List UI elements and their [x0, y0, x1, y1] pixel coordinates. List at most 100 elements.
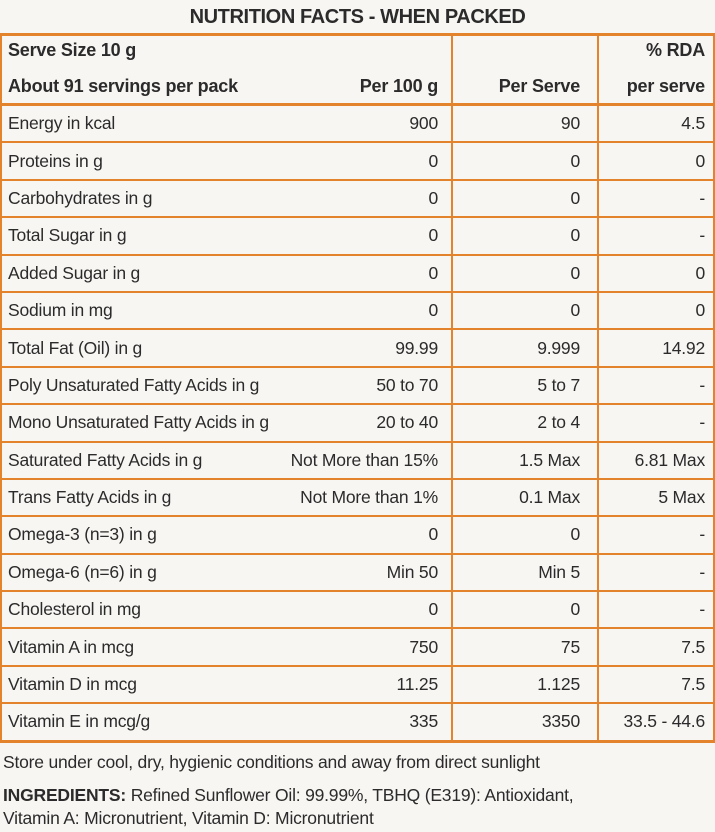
table-row-total-sugar: Total Sugar in g 0 0 -: [2, 216, 713, 254]
per-100g-value: Not More than 1%: [300, 487, 438, 508]
per-serve-value: Min 5: [451, 554, 597, 591]
nutrient-label: Poly Unsaturated Fatty Acids in g: [8, 374, 260, 395]
rda-value: 5 Max: [597, 479, 713, 516]
per-100g-value: 0: [428, 524, 438, 545]
table-row-mono-unsaturated: Mono Unsaturated Fatty Acids in g 20 to 4…: [2, 403, 713, 441]
per-100g-value: 0: [428, 187, 438, 208]
per-serve-value: 0: [451, 592, 597, 628]
rda-value: -: [597, 517, 713, 553]
per-serve-value: 0: [451, 143, 597, 179]
rda-value: -: [597, 218, 713, 254]
per-100g-value: Not More than 15%: [290, 449, 439, 470]
per-serve-value: 0: [451, 292, 597, 329]
per-100g-value: 0: [428, 150, 438, 171]
rda-value: 7.5: [597, 666, 713, 703]
per-serve-value: 0: [451, 180, 597, 217]
nutrient-label: Carbohydrates in g: [8, 187, 153, 208]
col-header-per-serve: Per Serve: [498, 76, 580, 96]
per-serve-value: 0: [451, 517, 597, 553]
rda-value: 4.5: [597, 106, 713, 142]
nutrient-label: Omega-3 (n=3) in g: [8, 524, 157, 545]
table-row-vitamin-a: Vitamin A in mcg 750 75 7.5: [2, 627, 713, 665]
table-row-proteins: Proteins in g 0 0 0: [2, 141, 713, 179]
per-100g-value: 0: [428, 225, 438, 246]
per-serve-value: 1.5 Max: [451, 442, 597, 478]
per-100g-value: 20 to 40: [376, 412, 438, 433]
per-serve-value: 2 to 4: [451, 405, 597, 441]
per-100g-value: 900: [409, 113, 438, 134]
ingredients-line1: Refined Sunflower Oil: 99.99%, TBHQ (E31…: [130, 784, 574, 805]
rda-value: 14.92: [597, 330, 713, 366]
per-serve-value: 0: [451, 255, 597, 291]
table-row-sodium: Sodium in mg 0 0 0: [2, 290, 713, 329]
per-serve-value: 0: [451, 218, 597, 254]
nutrient-label: Cholesterol in mg: [8, 599, 141, 620]
rda-value: -: [597, 180, 713, 217]
storage-instructions: Store under cool, dry, hygienic conditio…: [3, 751, 540, 772]
nutrient-label: Added Sugar in g: [8, 262, 141, 283]
nutrient-label: Vitamin E in mcg/g: [8, 711, 150, 732]
nutrient-label: Total Sugar in g: [8, 225, 127, 246]
rda-value: -: [597, 367, 713, 404]
nutrient-label: Total Fat (Oil) in g: [8, 337, 143, 358]
nutrient-label: Vitamin A in mcg: [8, 636, 134, 657]
nutrient-label: Vitamin D in mcg: [8, 674, 137, 695]
table-row-saturated: Saturated Fatty Acids in g Not More than …: [2, 440, 713, 478]
rda-value: -: [597, 405, 713, 441]
header-serve-info-cell: Serve Size 10 g About 91 servings per pa…: [2, 36, 451, 103]
col-header-per-serve-cell: Per Serve: [451, 36, 597, 103]
per-serve-value: 3350: [451, 704, 597, 740]
per-serve-value: 0.1 Max: [451, 479, 597, 516]
rda-value: 0: [597, 143, 713, 179]
page-title: NUTRITION FACTS - WHEN PACKED: [189, 6, 526, 28]
per-serve-value: 1.125: [451, 666, 597, 703]
nutrient-label: Sodium in mg: [8, 300, 113, 321]
table-header-row: Serve Size 10 g About 91 servings per pa…: [2, 36, 713, 106]
servings-per-pack-text: About 91 servings per pack: [8, 76, 238, 96]
nutrition-table: Serve Size 10 g About 91 servings per pa…: [0, 33, 715, 743]
table-row-vitamin-e: Vitamin E in mcg/g 335 3350 33.5 - 44.6: [2, 702, 713, 740]
table-row-energy: Energy in kcal 900 90 4.5: [2, 106, 713, 142]
per-100g-value: 335: [409, 711, 438, 732]
per-100g-value: 0: [428, 262, 438, 283]
table-row-omega-3: Omega-3 (n=3) in g 0 0 -: [2, 515, 713, 553]
per-100g-value: 750: [409, 636, 438, 657]
per-serve-value: 90: [451, 106, 597, 142]
table-row-added-sugar: Added Sugar in g 0 0 0: [2, 253, 713, 291]
col-header-rda-line2: per serve: [626, 76, 705, 96]
per-100g-value: 0: [428, 300, 438, 321]
per-serve-value: 5 to 7: [451, 367, 597, 404]
nutrient-label: Trans Fatty Acids in g: [8, 487, 172, 508]
table-row-omega-6: Omega-6 (n=6) in g Min 50 Min 5 -: [2, 552, 713, 591]
table-row-cholesterol: Cholesterol in mg 0 0 -: [2, 590, 713, 628]
nutrient-label: Mono Unsaturated Fatty Acids in g: [8, 412, 269, 433]
rda-value: 0: [597, 255, 713, 291]
ingredients-label: INGREDIENTS:: [3, 784, 127, 805]
per-100g-value: 11.25: [396, 674, 439, 695]
per-100g-value: 99.99: [395, 337, 438, 358]
ingredients-text: INGREDIENTS: Refined Sunflower Oil: 99.9…: [3, 784, 715, 830]
table-row-trans-fatty: Trans Fatty Acids in g Not More than 1% 0…: [2, 477, 713, 516]
table-row-carbohydrates: Carbohydrates in g 0 0 -: [2, 178, 713, 217]
table-row-vitamin-d: Vitamin D in mcg 11.25 1.125 7.5: [2, 664, 713, 703]
rda-value: 0: [597, 292, 713, 329]
rda-value: 6.81 Max: [597, 442, 713, 478]
per-100g-value: Min 50: [386, 561, 439, 582]
nutrient-label: Proteins in g: [8, 150, 103, 171]
nutrient-label: Energy in kcal: [8, 113, 116, 134]
rda-value: -: [597, 554, 713, 591]
nutrient-label: Saturated Fatty Acids in g: [8, 449, 203, 470]
ingredients-line2: Vitamin A: Micronutrient, Vitamin D: Mic…: [3, 807, 374, 828]
rda-value: 7.5: [597, 629, 713, 665]
rda-value: 33.5 - 44.6: [597, 704, 713, 740]
col-header-rda-line1: % RDA: [645, 40, 705, 60]
per-100g-value: 0: [428, 599, 438, 620]
table-body: Energy in kcal 900 90 4.5 Proteins in g 0 …: [2, 106, 713, 740]
col-header-per-100g: Per 100 g: [359, 76, 438, 96]
table-row-poly-unsaturated: Poly Unsaturated Fatty Acids in g 50 to 7…: [2, 365, 713, 404]
per-100g-value: 50 to 70: [376, 374, 438, 395]
rda-value: -: [597, 592, 713, 628]
serve-size-text: Serve Size 10 g: [8, 40, 137, 60]
table-row-total-fat: Total Fat (Oil) in g 99.99 9.999 14.92: [2, 328, 713, 366]
per-serve-value: 9.999: [451, 330, 597, 366]
